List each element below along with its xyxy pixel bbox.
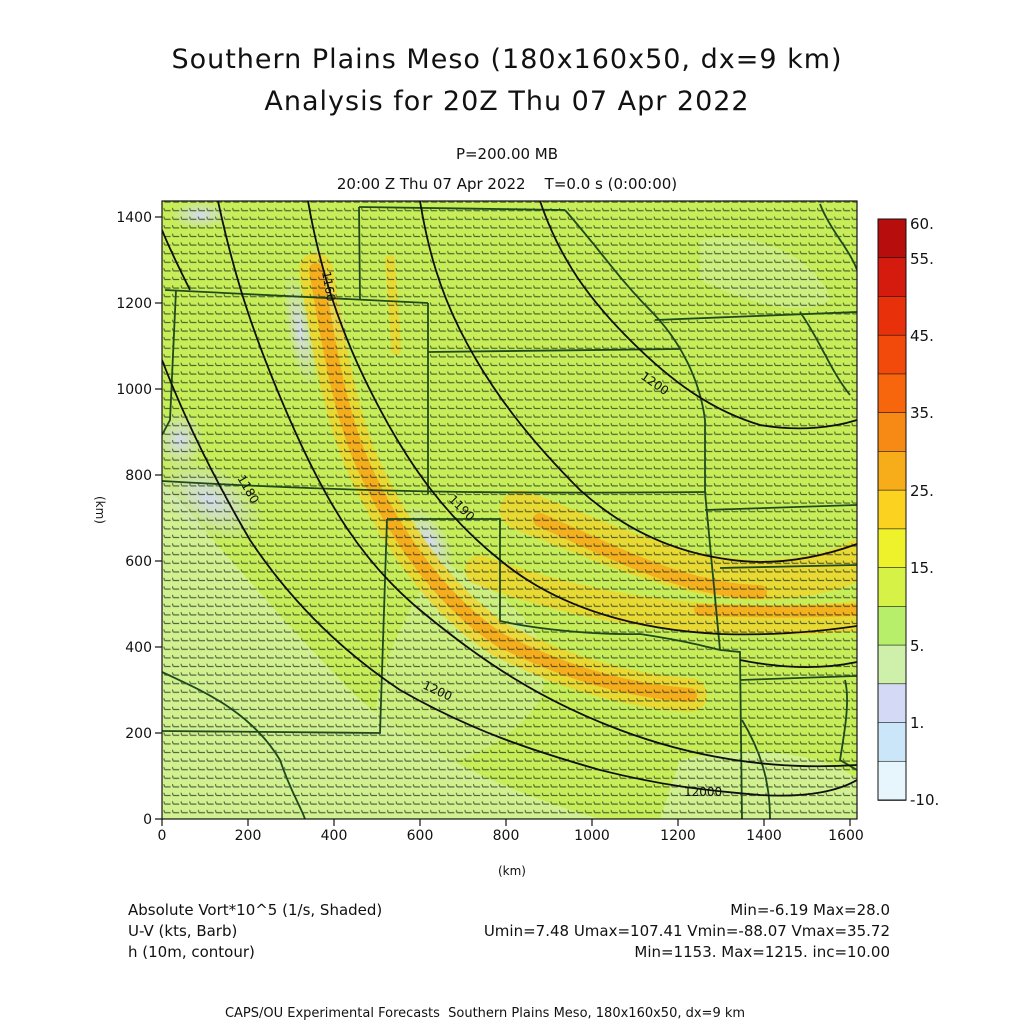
colorbar-label: -10. — [910, 791, 939, 809]
x-axis-label: (km) — [498, 864, 526, 878]
colorbar-label: 45. — [910, 327, 934, 345]
colorbar-swatch — [877, 683, 907, 724]
x-tick-label: 1200 — [660, 828, 696, 844]
field-barb-label: U-V (kts, Barb) — [128, 922, 238, 940]
colorbar-label: 55. — [910, 250, 934, 268]
map-analysis-time: Analysis for 20Z Thu 07 Apr 2022 — [264, 86, 750, 117]
shaded-stats: Min=-6.19 Max=28.0 — [730, 901, 890, 919]
colorbar-label: 35. — [910, 404, 934, 422]
colorbar-swatch — [877, 528, 907, 569]
contour-label: 1160 — [319, 270, 338, 303]
colorbar-swatch — [877, 722, 907, 763]
colorbar-swatch — [877, 334, 907, 375]
colorbar-label: 25. — [910, 482, 934, 500]
x-tick-label: 800 — [493, 828, 520, 844]
colorbar-swatches — [877, 218, 907, 801]
y-tick-label: 800 — [125, 468, 152, 484]
colorbar-label: 15. — [910, 559, 934, 577]
contour-stats: Min=1153. Max=1215. inc=10.00 — [634, 943, 890, 961]
colorbar-label: 60. — [910, 215, 934, 233]
x-tick-label: 200 — [235, 828, 262, 844]
y-tick-label: 600 — [125, 554, 152, 570]
contour-label: 12000 — [684, 785, 722, 799]
x-tick-label: 1000 — [574, 828, 610, 844]
y-tick-label: 1400 — [116, 210, 152, 226]
colorbar-swatch — [877, 373, 907, 414]
colorbar-swatch — [877, 412, 907, 453]
pressure-level: P=200.00 MB — [455, 145, 559, 163]
colorbar-swatch — [877, 218, 907, 259]
colorbar-swatch — [877, 489, 907, 530]
y-axis: 0 200 400 600 800 1000 1200 1400 (km) — [93, 210, 162, 828]
colorbar-swatch — [877, 296, 907, 337]
x-tick-label: 0 — [158, 828, 167, 844]
x-tick-label: 1400 — [746, 828, 782, 844]
colorbar-swatch — [877, 257, 907, 298]
colorbar-swatch — [877, 760, 907, 801]
colorbar: 60. 55. 45. 35. 25. 15. 5. 1. -10. — [877, 215, 939, 809]
map-plot-area — [162, 201, 857, 819]
height-contours — [162, 201, 857, 797]
map-title: Southern Plains Meso (180x160x50, dx=9 k… — [171, 44, 843, 75]
x-axis: 0 200 400 600 800 1000 1200 1400 1600 (k… — [158, 819, 864, 878]
colorbar-swatch — [877, 451, 907, 491]
x-tick-label: 1600 — [828, 828, 864, 844]
x-tick-label: 400 — [321, 828, 348, 844]
y-tick-label: 1200 — [116, 296, 152, 312]
y-tick-label: 0 — [143, 812, 152, 828]
y-tick-label: 200 — [125, 726, 152, 742]
colorbar-label: 5. — [910, 637, 924, 655]
credit-line: CAPS/OU Experimental Forecasts Southern … — [224, 1006, 746, 1021]
y-tick-label: 400 — [125, 640, 152, 656]
political-borders — [162, 203, 857, 819]
y-tick-label: 1000 — [116, 382, 152, 398]
wind-barbs — [162, 201, 857, 819]
valid-time: 20:00 Z Thu 07 Apr 2022 T=0.0 s (0:00:00… — [336, 175, 678, 193]
plot-frame — [161, 200, 858, 820]
x-tick-label: 600 — [407, 828, 434, 844]
colorbar-label: 1. — [910, 714, 924, 732]
colorbar-swatch — [877, 567, 907, 608]
colorbar-swatch — [877, 606, 907, 646]
colorbar-swatch — [877, 644, 907, 685]
y-axis-label: (km) — [93, 496, 107, 524]
colorbar-frame — [877, 218, 907, 801]
barb-stats: Umin=7.48 Umax=107.41 Vmin=-88.07 Vmax=3… — [483, 922, 890, 940]
field-contour-label: h (10m, contour) — [128, 943, 255, 961]
field-shaded-label: Absolute Vort*10^5 (1/s, Shaded) — [128, 901, 383, 919]
